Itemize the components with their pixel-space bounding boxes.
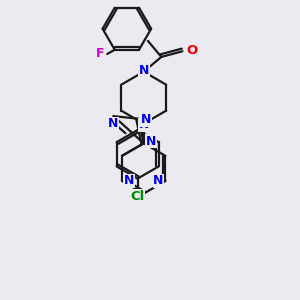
Text: N: N xyxy=(153,175,164,188)
Text: N: N xyxy=(139,64,149,77)
Text: N: N xyxy=(146,135,156,148)
Text: F: F xyxy=(95,47,104,61)
Text: N: N xyxy=(139,118,149,131)
Text: N: N xyxy=(124,175,134,188)
Text: N: N xyxy=(141,113,151,126)
Text: N: N xyxy=(108,117,119,130)
Text: O: O xyxy=(186,44,197,57)
Text: Cl: Cl xyxy=(130,190,145,202)
